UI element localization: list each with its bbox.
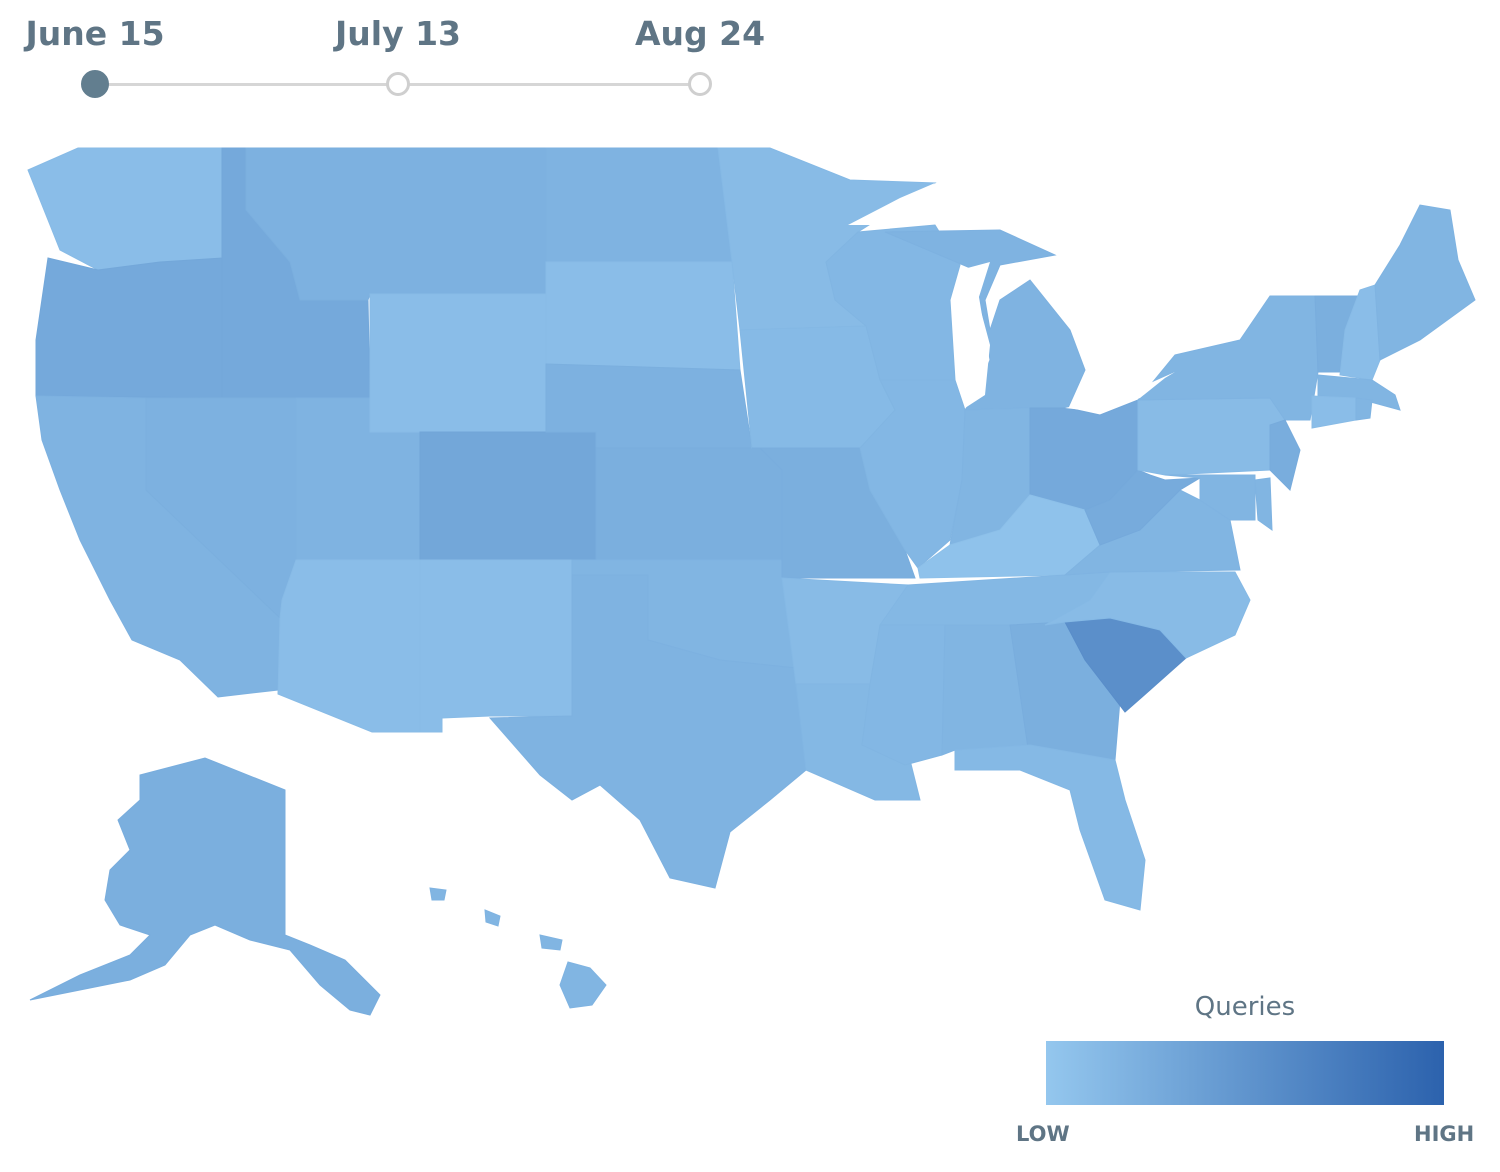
state-arizona[interactable] [277, 559, 421, 733]
state-oregon[interactable] [35, 257, 223, 399]
state-hawaii[interactable] [429, 887, 607, 1009]
timeline-label-july-13[interactable]: July 13 [334, 14, 462, 53]
timeline-dot-aug-24[interactable] [688, 72, 712, 96]
timeline-label-june-15[interactable]: June 15 [25, 14, 165, 53]
state-delaware[interactable] [1254, 477, 1273, 531]
timeline-label-aug-24[interactable]: Aug 24 [634, 14, 766, 53]
date-timeline: June 15 July 13 Aug 24 [0, 0, 800, 120]
state-north-dakota[interactable] [545, 147, 733, 263]
timeline-dot-july-13[interactable] [386, 72, 410, 96]
great-lakes [848, 183, 1175, 412]
state-kansas[interactable] [595, 447, 783, 561]
state-south-dakota[interactable] [545, 261, 741, 371]
legend-low-label: LOW [1016, 1122, 1070, 1146]
state-washington[interactable] [27, 147, 223, 271]
state-maryland[interactable] [1164, 474, 1256, 521]
state-maine[interactable] [1374, 204, 1476, 361]
state-rhode-island[interactable] [1355, 397, 1373, 421]
state-florida[interactable] [954, 744, 1146, 911]
legend-high-label: HIGH [1414, 1122, 1475, 1146]
state-west-virginia[interactable] [1084, 469, 1201, 546]
state-north-carolina[interactable] [1044, 571, 1251, 659]
timeline-dot-june-15[interactable] [81, 70, 109, 98]
legend-gradient-bar [1046, 1041, 1444, 1105]
state-colorado[interactable] [419, 431, 597, 561]
legend-title: Queries [1194, 992, 1296, 1022]
state-connecticut[interactable] [1311, 395, 1357, 429]
state-wyoming[interactable] [369, 293, 547, 433]
state-alaska[interactable] [29, 757, 381, 1016]
state-pennsylvania[interactable] [1137, 397, 1286, 476]
state-new-mexico[interactable] [419, 559, 573, 733]
state-new-jersey[interactable] [1269, 419, 1301, 491]
state-texas[interactable] [488, 574, 807, 889]
